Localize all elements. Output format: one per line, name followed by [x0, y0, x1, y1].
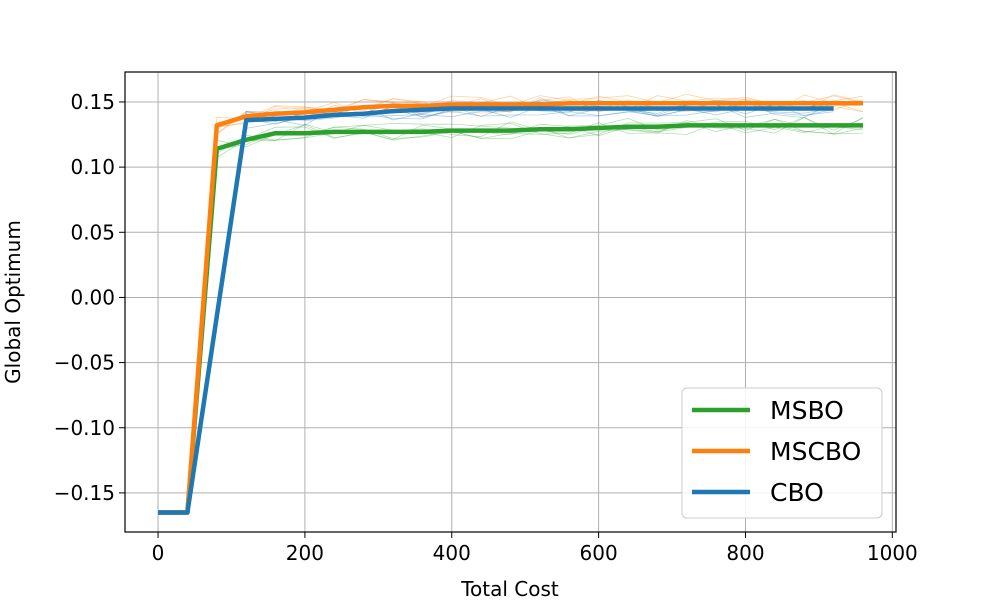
- x-tick-label: 0: [152, 541, 165, 565]
- y-tick-label: −0.05: [54, 351, 115, 375]
- y-tick-label: 0.00: [70, 285, 115, 309]
- plot-frame: [124, 71, 897, 533]
- y-tick-label: −0.15: [54, 481, 115, 505]
- run-trace: [158, 122, 864, 513]
- legend-label: MSCBO: [770, 437, 861, 466]
- run-trace: [158, 95, 864, 513]
- y-tick-label: 0.15: [70, 90, 115, 114]
- x-tick-label: 400: [433, 541, 471, 565]
- y-axis-label: Global Optimum: [1, 220, 25, 384]
- run-trace: [158, 118, 864, 513]
- legend: MSBO MSCBO CBO: [681, 387, 883, 519]
- x-tick-label: 800: [726, 541, 764, 565]
- x-tick-label: 1000: [867, 541, 918, 565]
- run-trace: [158, 99, 834, 513]
- y-tick-label: −0.10: [54, 416, 115, 440]
- series-line-msbo: [158, 123, 863, 515]
- y-tick-label: 0.05: [70, 220, 115, 244]
- x-axis-label: Total Cost: [460, 577, 559, 598]
- y-tick-label: 0.10: [70, 155, 115, 179]
- legend-label: CBO: [770, 478, 824, 507]
- x-tick-label: 200: [286, 541, 324, 565]
- legend-label: MSBO: [770, 396, 844, 425]
- series-line-cbo: [158, 106, 834, 515]
- series-lines: [158, 101, 863, 515]
- ticks: 0 200 400 600 800 1000 −0.15 −0.10 −0.05 0.00 0.05…: [54, 90, 918, 565]
- series-line-mscbo: [158, 101, 863, 515]
- run-trace: [158, 116, 864, 513]
- x-tick-label: 600: [580, 541, 618, 565]
- legend-box: [681, 387, 883, 519]
